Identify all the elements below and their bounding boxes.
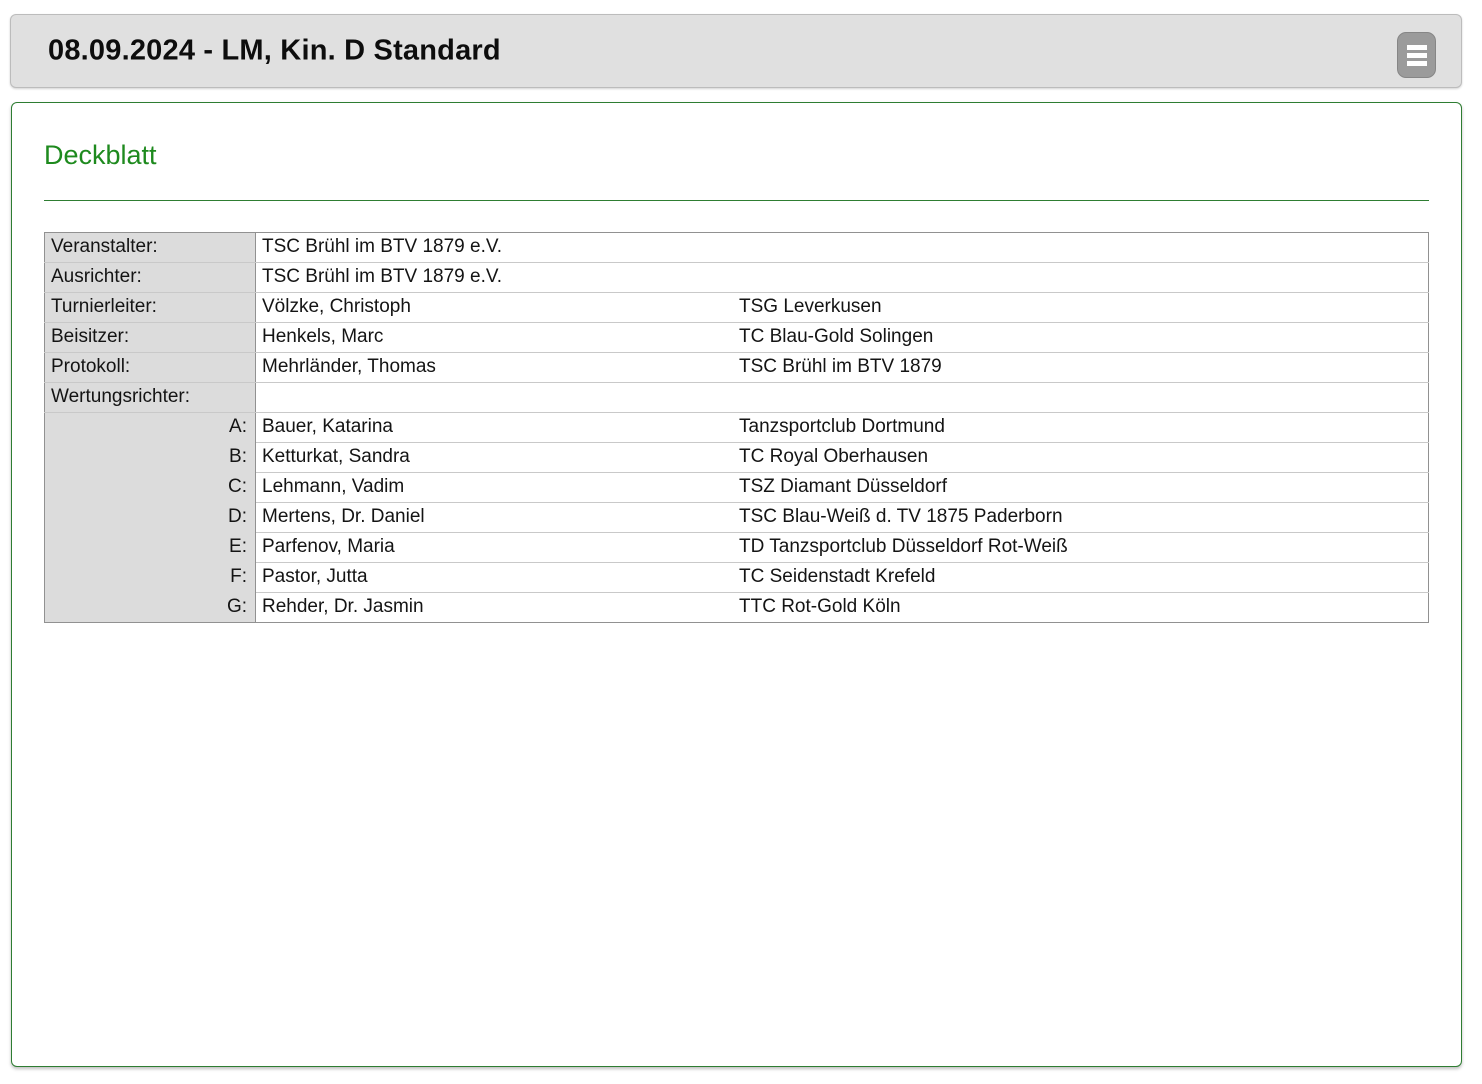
- content-panel: Deckblatt Veranstalter: TSC Brühl im BTV …: [11, 102, 1462, 1067]
- table-row: B: Ketturkat, Sandra TC Royal Oberhausen: [44, 441, 1429, 473]
- table-row: C: Lehmann, Vadim TSZ Diamant Düsseldorf: [44, 471, 1429, 503]
- page-title: 08.09.2024 - LM, Kin. D Standard: [48, 34, 501, 67]
- table-row: Protokoll: Mehrländer, Thomas TSC Brühl im…: [44, 351, 1429, 383]
- heading-divider: [44, 199, 1429, 201]
- info-table-body: Veranstalter: TSC Brühl im BTV 1879 e.V. A…: [44, 231, 1429, 623]
- row-label-cell: Protokoll:: [44, 351, 256, 383]
- table-row: F: Pastor, Jutta TC Seidenstadt Krefeld: [44, 561, 1429, 593]
- table-row: A: Bauer, Katarina Tanzsportclub Dortmund: [44, 411, 1429, 443]
- club-name-cell: TC Royal Oberhausen: [732, 441, 1429, 473]
- table-row: Wertungsrichter:: [44, 381, 1429, 413]
- club-name-cell: TSC Brühl im BTV 1879: [732, 351, 1429, 383]
- club-name-cell: TTC Rot-Gold Köln: [732, 591, 1429, 623]
- table-row: E: Parfenov, Maria TD Tanzsportclub Düssel…: [44, 531, 1429, 563]
- club-name-cell: TSC Blau-Weiß d. TV 1875 Paderborn: [732, 501, 1429, 533]
- table-row: Turnierleiter: Völzke, Christoph TSG Lever…: [44, 291, 1429, 323]
- club-name-cell: TD Tanzsportclub Düsseldorf Rot-Weiß: [732, 531, 1429, 563]
- person-name-cell: Bauer, Katarina: [255, 411, 733, 443]
- section-heading: Deckblatt: [44, 140, 157, 170]
- row-label-cell: Wertungsrichter:: [44, 381, 256, 413]
- row-label-cell: Veranstalter:: [44, 231, 256, 263]
- judge-letter-cell: F:: [44, 562, 256, 593]
- person-name-cell: Völzke, Christoph: [255, 291, 733, 323]
- club-name-cell: TSZ Diamant Düsseldorf: [732, 471, 1429, 503]
- table-row: Beisitzer: Henkels, Marc TC Blau-Gold Soli…: [44, 321, 1429, 353]
- club-name-cell: TSG Leverkusen: [732, 291, 1429, 323]
- club-name-cell: [732, 261, 1429, 293]
- person-name-cell: Henkels, Marc: [255, 321, 733, 353]
- row-label-cell: Ausrichter:: [44, 261, 256, 293]
- club-name-cell: [732, 231, 1429, 263]
- cover-sheet-table: Veranstalter: TSC Brühl im BTV 1879 e.V. A…: [44, 231, 1429, 623]
- person-name-cell: Ketturkat, Sandra: [255, 441, 733, 473]
- judge-letter-cell: G:: [44, 592, 256, 623]
- menu-button[interactable]: [1397, 32, 1436, 78]
- row-label-cell: Turnierleiter:: [44, 291, 256, 323]
- header-bar: 08.09.2024 - LM, Kin. D Standard: [10, 14, 1462, 88]
- table-row: Veranstalter: TSC Brühl im BTV 1879 e.V.: [44, 231, 1429, 263]
- table-row: Ausrichter: TSC Brühl im BTV 1879 e.V.: [44, 261, 1429, 293]
- club-name-cell: [732, 381, 1429, 413]
- person-name-cell: TSC Brühl im BTV 1879 e.V.: [255, 231, 733, 263]
- person-name-cell: Lehmann, Vadim: [255, 471, 733, 503]
- person-name-cell: Mehrländer, Thomas: [255, 351, 733, 383]
- table-row: G: Rehder, Dr. Jasmin TTC Rot-Gold Köln: [44, 591, 1429, 623]
- person-name-cell: Rehder, Dr. Jasmin: [255, 591, 733, 623]
- judge-letter-cell: E:: [44, 532, 256, 563]
- judge-letter-cell: D:: [44, 502, 256, 533]
- club-name-cell: Tanzsportclub Dortmund: [732, 411, 1429, 443]
- hamburger-menu-icon: [1406, 52, 1427, 58]
- judge-letter-cell: C:: [44, 472, 256, 503]
- person-name-cell: TSC Brühl im BTV 1879 e.V.: [255, 261, 733, 293]
- judge-letter-cell: B:: [44, 442, 256, 473]
- person-name-cell: [255, 381, 733, 413]
- club-name-cell: TC Blau-Gold Solingen: [732, 321, 1429, 353]
- hamburger-menu-icon: [1406, 60, 1427, 66]
- row-label-cell: Beisitzer:: [44, 321, 256, 353]
- person-name-cell: Parfenov, Maria: [255, 531, 733, 563]
- table-row: D: Mertens, Dr. Daniel TSC Blau-Weiß d. TV…: [44, 501, 1429, 533]
- judge-letter-cell: A:: [44, 411, 256, 443]
- hamburger-menu-icon: [1406, 44, 1427, 50]
- person-name-cell: Pastor, Jutta: [255, 561, 733, 593]
- club-name-cell: TC Seidenstadt Krefeld: [732, 561, 1429, 593]
- person-name-cell: Mertens, Dr. Daniel: [255, 501, 733, 533]
